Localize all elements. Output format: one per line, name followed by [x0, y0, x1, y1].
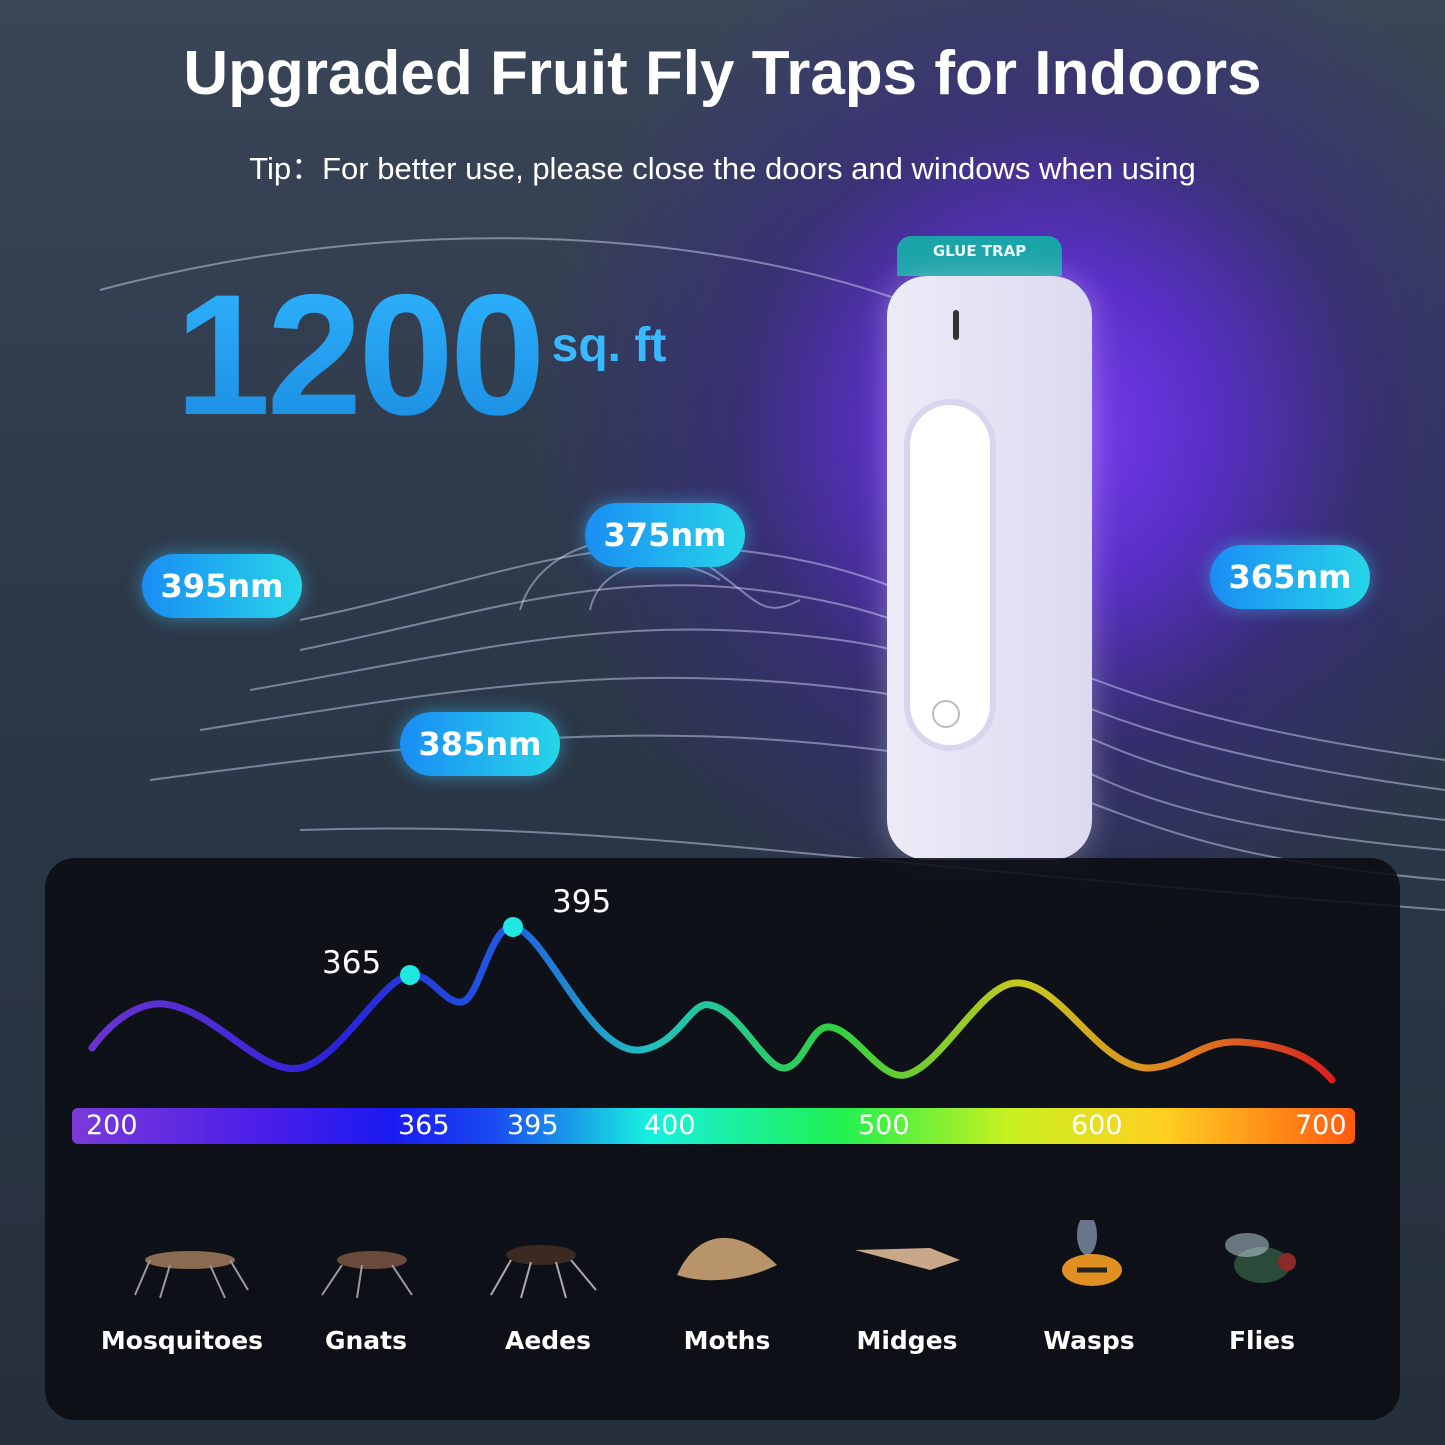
trap-device	[887, 276, 1092, 860]
tick-200: 200	[86, 1110, 138, 1141]
page-title: Upgraded Fruit Fly Traps for Indoors	[183, 39, 1262, 108]
insect-label-mosquitoes: Mosquitoes	[100, 1326, 264, 1355]
pill-385nm: 385nm	[400, 712, 560, 776]
insect-label-flies: Flies	[1228, 1326, 1296, 1355]
coverage-unit: sq. ft	[551, 318, 667, 372]
coverage-value: 1200	[175, 259, 546, 451]
spectrum-line	[88, 923, 1336, 1084]
peak-395-dot	[503, 917, 523, 937]
wasp-icon	[1062, 1220, 1122, 1286]
indicator-light	[953, 310, 959, 340]
peak-365-dot	[400, 965, 420, 985]
insect-label-moths: Moths	[683, 1326, 771, 1355]
glue-trap-card: GLUE TRAP	[897, 236, 1062, 276]
insect-label-gnats: Gnats	[324, 1326, 408, 1355]
fly-icon	[1225, 1233, 1296, 1283]
mosquito-icon	[134, 1251, 249, 1299]
pill-395nm: 395nm	[142, 554, 302, 618]
peak-365-label: 365	[322, 945, 382, 981]
tick-365: 365	[398, 1110, 450, 1141]
power-button[interactable]	[932, 700, 960, 728]
pill-365nm: 365nm	[1210, 545, 1370, 609]
tick-500: 500	[858, 1110, 910, 1141]
moth-icon	[677, 1237, 777, 1281]
peak-395-label: 395	[552, 884, 612, 920]
gnat-icon	[321, 1251, 413, 1299]
tick-600: 600	[1071, 1110, 1123, 1141]
tick-395: 395	[507, 1110, 559, 1141]
coverage: 1200 sq. ft	[175, 265, 666, 445]
insect-label-midges: Midges	[856, 1326, 958, 1355]
spectrum-bar	[72, 1108, 1355, 1144]
aedes-icon	[490, 1245, 597, 1299]
uv-lamp	[910, 405, 990, 745]
tick-700: 700	[1295, 1110, 1347, 1141]
tip-text: Tip：For better use, please close the doo…	[249, 151, 1196, 186]
tick-400: 400	[644, 1110, 696, 1141]
insect-label-wasps: Wasps	[1043, 1326, 1135, 1355]
pill-375nm: 375nm	[585, 503, 745, 567]
midge-icon	[855, 1248, 960, 1270]
insect-label-aedes: Aedes	[504, 1326, 592, 1355]
